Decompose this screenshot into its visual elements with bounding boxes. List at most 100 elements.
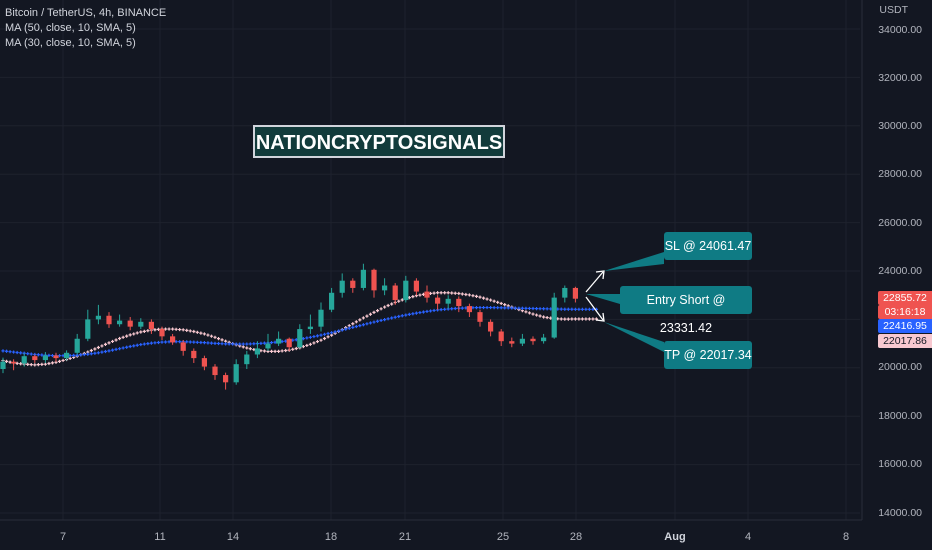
ma-50-marker [524, 310, 528, 314]
ma-50-marker [450, 291, 454, 295]
price-tick: 28000.00 [878, 168, 922, 180]
price-tick: 34000.00 [878, 24, 922, 36]
price-tick: 24000.00 [878, 265, 922, 277]
ma-50-marker [542, 315, 546, 319]
ma-30-marker [103, 349, 108, 354]
ma-30-marker [485, 305, 489, 310]
ma-30-marker [450, 307, 454, 311]
ma-50-marker [241, 345, 245, 349]
ma-30-marker [520, 306, 524, 310]
ma-50-marker [358, 318, 362, 322]
ma-30-marker [333, 330, 337, 334]
ma-30-marker [213, 341, 217, 345]
candle-body [519, 338, 525, 344]
ma-50-marker [114, 338, 118, 342]
tp-callout-pointer [604, 322, 664, 352]
candle-body [413, 280, 419, 292]
ma-50-marker [496, 300, 500, 304]
ma-50-marker [139, 330, 143, 334]
ma-50-marker [206, 333, 210, 337]
ma-50-marker [584, 317, 588, 321]
candle-body [42, 355, 48, 361]
ma-50-marker [580, 317, 584, 321]
price-tick: 30000.00 [878, 120, 922, 132]
ma-50-marker [315, 339, 320, 344]
ma-50-marker [538, 314, 542, 318]
ma-30-marker [354, 324, 358, 329]
ma-50-marker [132, 332, 136, 336]
ma-30-marker [443, 307, 447, 311]
ma-30-marker [146, 342, 150, 346]
ma-30-marker [93, 351, 97, 355]
candle-body [11, 361, 17, 364]
ma-30-marker [397, 314, 401, 319]
symbol-title[interactable]: Bitcoin / TetherUS, 4h, BINANCE [5, 7, 167, 19]
ma-50-marker [492, 299, 496, 303]
ma-30-marker [132, 344, 136, 348]
price-tick: 32000.00 [878, 72, 922, 84]
ma-50-marker [19, 362, 23, 366]
ma-30-marker [358, 324, 362, 328]
ma-50-marker [4, 359, 9, 363]
ma-30-marker [368, 321, 373, 325]
ma-50-marker [432, 291, 436, 295]
ma-50-marker [481, 296, 486, 300]
indicator-legend-ma-30[interactable]: MA (30, close, 10, SMA, 5) [5, 37, 136, 49]
candle-body [201, 358, 207, 367]
ma-50-marker [110, 339, 115, 344]
ma-50-marker [199, 331, 203, 335]
ma-30-marker [524, 306, 528, 310]
candle-body [435, 297, 441, 304]
candle-body [424, 291, 430, 298]
candlestick-series [0, 263, 578, 390]
ma-50-marker [89, 348, 93, 353]
ma-50-marker [499, 301, 503, 306]
ma-30-marker [383, 318, 387, 322]
candle-body [297, 329, 303, 348]
ma-50-marker [372, 310, 376, 314]
ma-50-marker [245, 346, 249, 350]
ma-50-marker [587, 317, 591, 321]
ma-30-marker [503, 306, 507, 310]
ma-30-marker [163, 340, 168, 344]
time-tick: 14 [226, 531, 240, 543]
ma-50-marker [135, 331, 139, 335]
indicator-legend-ma-50[interactable]: MA (50, close, 10, SMA, 5) [5, 22, 136, 34]
time-tick: 4 [744, 531, 752, 543]
candle-body [117, 320, 123, 325]
ma-30-marker [110, 348, 115, 352]
ma-30-marker [414, 311, 418, 315]
ma-50-marker [563, 317, 567, 321]
ma-50-marker [386, 303, 390, 308]
candle-body [0, 361, 6, 370]
ma-50-marker [446, 291, 450, 295]
ma-50-marker [418, 293, 422, 297]
tp-callout[interactable]: TP @ 22017.34 [664, 341, 752, 369]
candle-body [498, 331, 504, 342]
ma-30-marker [40, 353, 44, 357]
ma-30-marker [375, 319, 380, 323]
sl-callout[interactable]: SL @ 24061.47 [664, 232, 752, 260]
ma-30-marker [312, 334, 316, 339]
ma-30-marker [135, 343, 139, 347]
ma-30-marker [305, 336, 309, 340]
candle-body [53, 355, 59, 359]
ma-50-marker [125, 334, 129, 338]
ma-30-marker [160, 340, 164, 344]
ma-30-marker [195, 340, 199, 344]
ma-50-marker [503, 303, 507, 307]
ma-50-marker [171, 327, 175, 331]
ma-30-marker [347, 326, 351, 330]
candle-body [307, 326, 313, 330]
ma-30-marker [192, 340, 196, 344]
ma-30-marker [386, 317, 390, 321]
entry-callout[interactable]: Entry Short @ 23331.42 [620, 286, 752, 335]
ma-50-marker [559, 317, 563, 321]
price-axis[interactable]: USDT 34000.00 32000.00 30000.00 28000.00… [876, 0, 932, 520]
ma-50-marker [118, 336, 122, 341]
ma-30-marker [29, 352, 33, 356]
candle-body [392, 285, 398, 301]
candle-body [254, 348, 260, 355]
ma-50-marker [534, 313, 539, 317]
